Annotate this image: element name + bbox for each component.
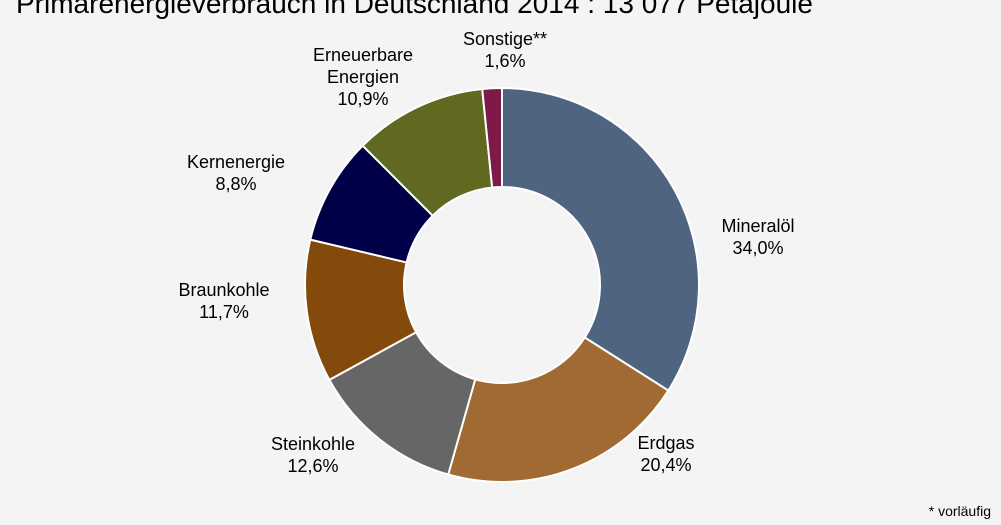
slice-label-mineraloel: Mineralöl 34,0% [721, 216, 794, 258]
slice-mineraloel [501, 86, 700, 392]
slice-erdgas [446, 336, 670, 483]
slice-labels: Mineralöl 34,0% Erdgas 20,4% Steinkohle 12,6%… [178, 29, 794, 476]
donut-slices [304, 86, 700, 483]
chart-title: Primärenergieverbrauch in Deutschland 20… [16, 0, 813, 19]
slice-sonstige [481, 86, 503, 189]
slice-label-sonstige: Sonstige** 1,6% [463, 29, 547, 71]
footnote: * vorläufig [928, 503, 991, 519]
slice-label-erneuerbare-energien: Erneuerbare Energien 10,9% [313, 45, 413, 109]
slice-label-steinkohle: Steinkohle 12,6% [271, 434, 355, 476]
slice-label-erdgas: Erdgas 20,4% [637, 433, 694, 475]
slice-label-kernenergie: Kernenergie 8,8% [187, 152, 285, 194]
slice-label-braunkohle: Braunkohle 11,7% [178, 280, 269, 322]
